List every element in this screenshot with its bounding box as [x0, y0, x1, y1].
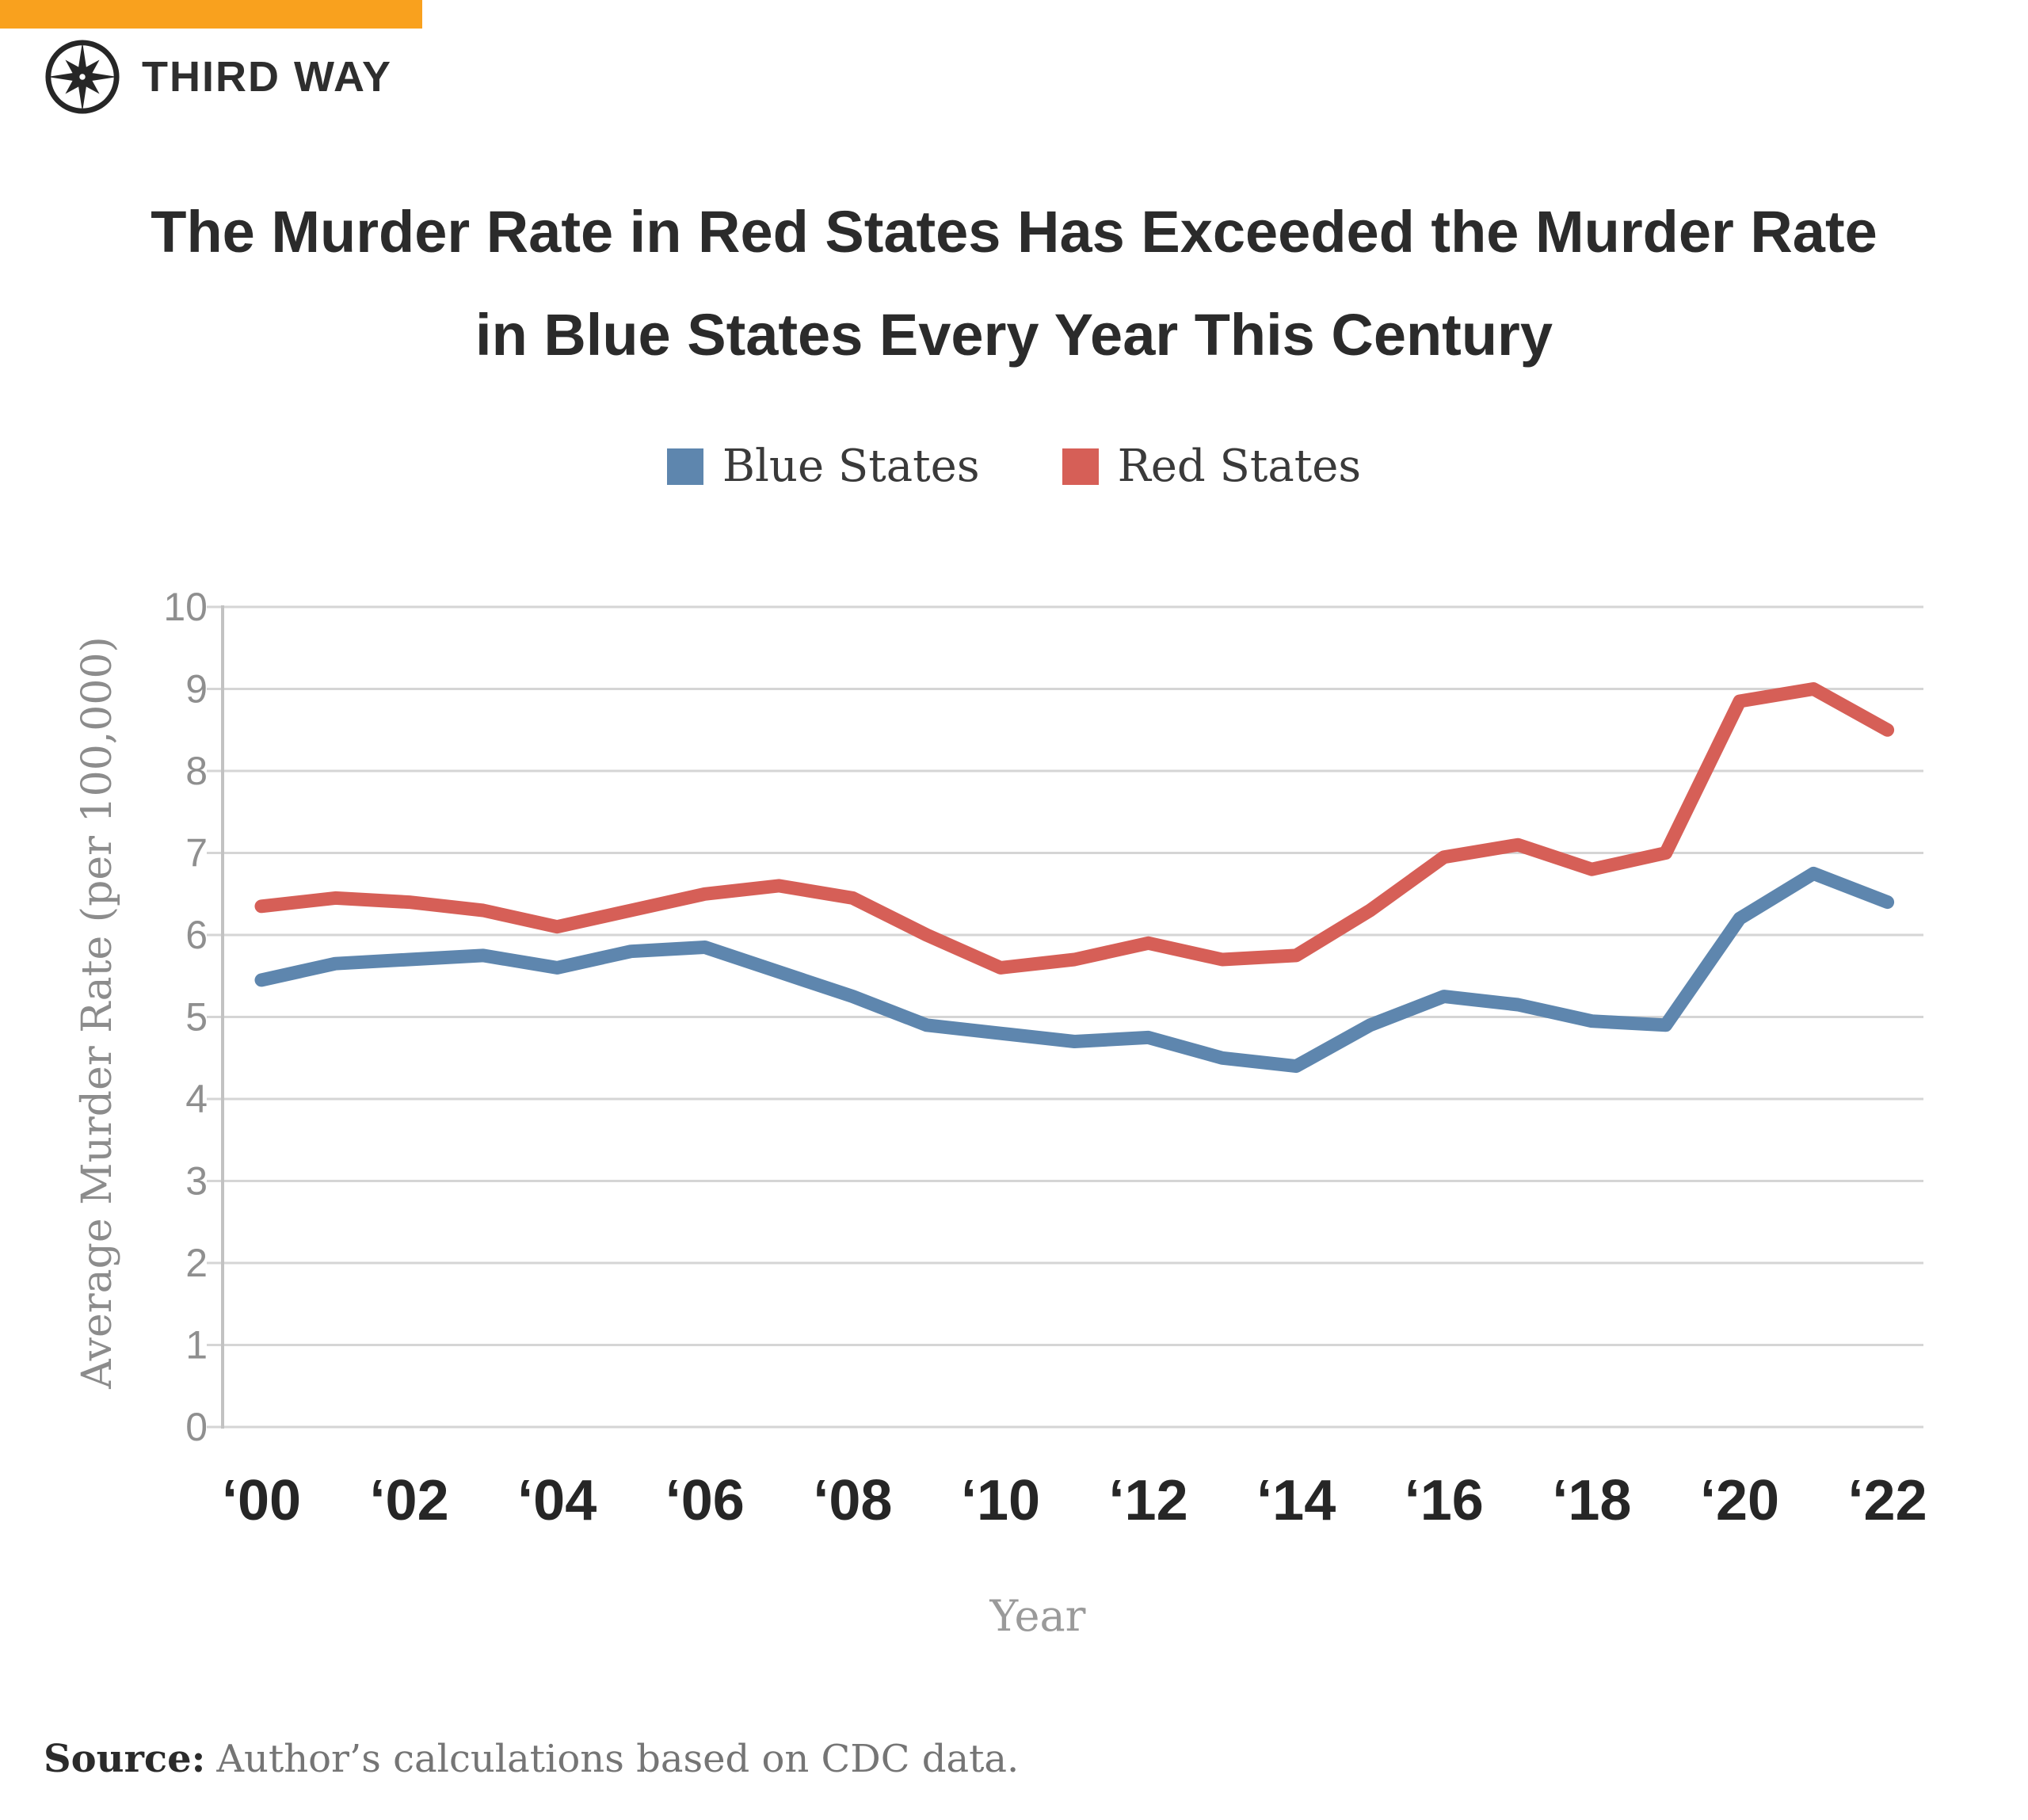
y-tick-label: 2 — [185, 1241, 208, 1285]
x-tick-label: ‘00 — [222, 1469, 301, 1532]
legend-swatch-red — [1062, 448, 1099, 485]
x-tick-label: ‘16 — [1405, 1469, 1484, 1532]
x-tick-label: ‘08 — [813, 1469, 892, 1532]
brand-name: THIRD WAY — [142, 53, 393, 101]
source-label: Source: — [44, 1737, 206, 1781]
y-tick-label: 7 — [185, 831, 208, 876]
x-tick-label: ‘02 — [370, 1469, 449, 1532]
gridlines: 0 1 2 3 4 5 6 7 8 9 10 — [163, 585, 1923, 1449]
y-tick-label: 0 — [185, 1405, 208, 1449]
x-axis-ticks: ‘00 ‘02 ‘04 ‘06 ‘08 ‘10 ‘12 ‘14 ‘16 ‘18 ‘20 ‘22 — [222, 1469, 1927, 1532]
legend-label-blue: Blue States — [722, 441, 980, 492]
y-tick-label: 10 — [163, 585, 208, 629]
legend-item-red-states: Red States — [1062, 441, 1362, 492]
x-tick-label: ‘14 — [1256, 1469, 1336, 1532]
legend-item-blue-states: Blue States — [666, 441, 980, 492]
brand-accent-bar — [0, 0, 422, 29]
third-way-compass-logo-icon — [45, 40, 120, 114]
x-tick-label: ‘10 — [961, 1469, 1040, 1532]
x-tick-label: ‘20 — [1700, 1469, 1779, 1532]
series-line-blue-states — [254, 866, 1895, 1074]
source-text: Author’s calculations based on CDC data. — [216, 1737, 1020, 1781]
source-note: Source: Author’s calculations based on CD… — [44, 1737, 1019, 1781]
chart-title-line-2: in Blue States Every Year This Century — [475, 302, 1553, 368]
legend: Blue States Red States — [0, 441, 2028, 492]
series-line-red-states — [254, 682, 1895, 975]
chart-title: The Murder Rate in Red States Has Exceed… — [0, 181, 2028, 387]
y-tick-label: 8 — [185, 749, 208, 793]
x-tick-label: ‘18 — [1552, 1469, 1631, 1532]
y-tick-label: 1 — [185, 1323, 208, 1368]
chart-title-line-1: The Murder Rate in Red States Has Exceed… — [151, 199, 1877, 265]
y-tick-label: 3 — [185, 1159, 208, 1204]
y-axis-title: Average Murder Rate (per 100,000) — [74, 636, 121, 1389]
x-tick-label: ‘04 — [517, 1469, 597, 1532]
y-tick-label: 4 — [185, 1077, 208, 1121]
y-tick-label: 6 — [185, 913, 208, 957]
brand-header: THIRD WAY — [44, 38, 392, 116]
x-tick-label: ‘06 — [665, 1469, 745, 1532]
x-tick-label: ‘12 — [1109, 1469, 1188, 1532]
y-tick-label: 5 — [185, 995, 208, 1040]
y-tick-label: 9 — [185, 667, 208, 712]
legend-swatch-blue — [666, 448, 703, 485]
x-tick-label: ‘22 — [1848, 1469, 1927, 1532]
legend-label-red: Red States — [1117, 441, 1362, 492]
x-axis-title: Year — [989, 1591, 1086, 1641]
